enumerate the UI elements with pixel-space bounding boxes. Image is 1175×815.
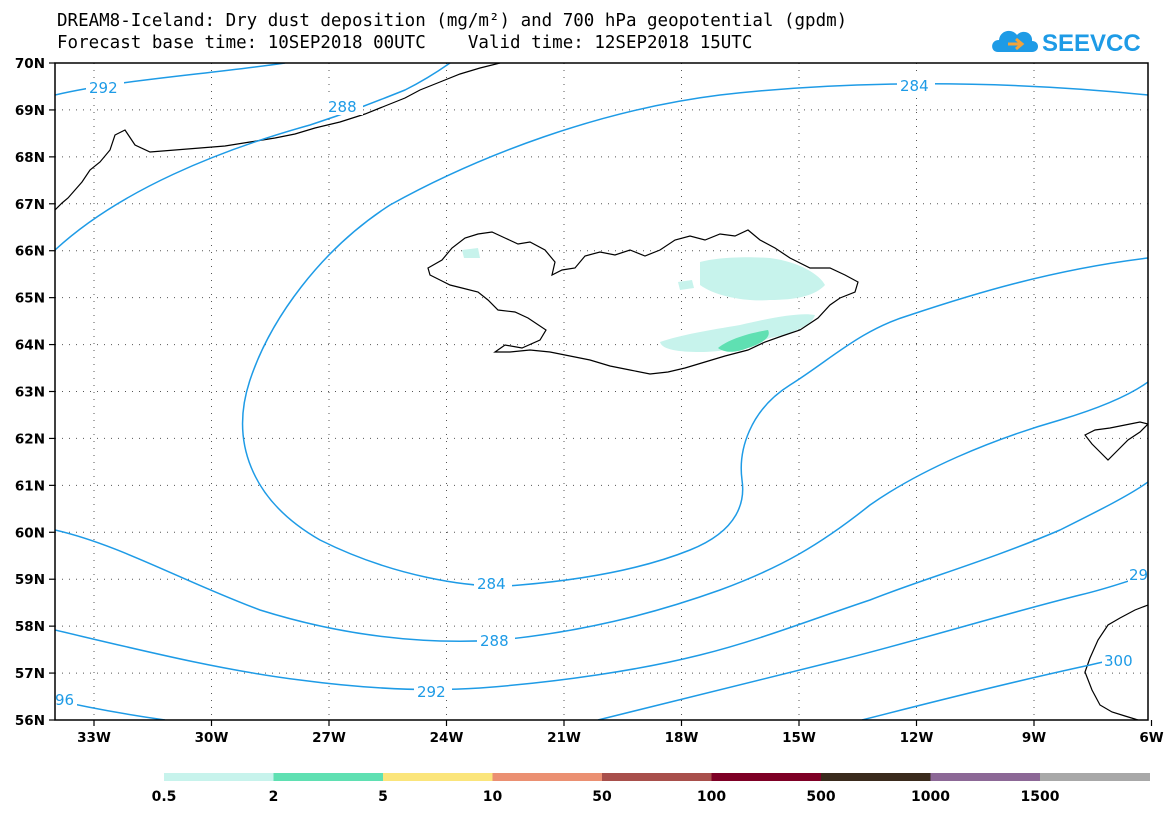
- faroe-coastline: [1084, 421, 1148, 461]
- lat-label: 70N: [15, 56, 45, 72]
- contour-label-288-south: 288: [480, 632, 509, 650]
- lon-label: 30W: [195, 730, 229, 746]
- colorbar-swatch: [383, 773, 493, 781]
- colorbar-label: 50: [592, 789, 612, 805]
- contour-label-29-partial: 29: [1129, 566, 1148, 584]
- lon-label: 33W: [77, 730, 111, 746]
- colorbar-swatch: [273, 773, 384, 781]
- dust-deposition-shading: [462, 248, 825, 352]
- lat-label: 67N: [15, 197, 45, 213]
- lon-label: 21W: [547, 730, 581, 746]
- lat-label: 64N: [15, 338, 45, 354]
- lat-label: 63N: [15, 385, 45, 401]
- lat-label: 65N: [15, 291, 45, 307]
- colorbar-swatch: [602, 773, 712, 781]
- colorbar-label: 5: [378, 789, 388, 805]
- colorbar-swatch: [930, 773, 1041, 781]
- seevccc-logo: SEEVCCC: [992, 30, 1140, 57]
- colorbar-swatch: [1040, 773, 1150, 781]
- lat-label: 61N: [15, 478, 45, 494]
- latitude-labels: 70N 69N 68N 67N 66N 65N 64N 63N 62N 61N 60N 59N 58N 5…: [15, 56, 45, 729]
- colorbar-label: 100: [697, 789, 726, 805]
- contour-296-southeast: [597, 574, 1148, 720]
- lon-label: 15W: [782, 730, 816, 746]
- contour-label-296-partial: 96: [55, 691, 74, 709]
- colorbar-swatch: [821, 773, 931, 781]
- contour-label-284-south: 284: [477, 575, 506, 593]
- lat-lon-grid: [55, 63, 1148, 720]
- lon-label: 9W: [1022, 730, 1046, 746]
- contour-label-292-north: 292: [89, 79, 118, 97]
- lon-label: 12W: [900, 730, 934, 746]
- lon-label: 18W: [665, 730, 699, 746]
- lat-label: 57N: [15, 666, 45, 682]
- lat-label: 68N: [15, 150, 45, 166]
- contour-labels: 292 288 284 284 288 292 96 29 300: [55, 76, 1148, 709]
- colorbar-label: 0.5: [152, 789, 177, 805]
- contour-label-288-north: 288: [328, 98, 357, 116]
- colorbar-swatch: [492, 773, 603, 781]
- contour-label-292-south: 292: [417, 683, 446, 701]
- axis-ticks: [49, 62, 1153, 726]
- map-title: DREAM8-Iceland: Dry dust deposition (mg/…: [57, 11, 848, 31]
- lat-label: 56N: [15, 713, 45, 729]
- lon-label: 27W: [312, 730, 346, 746]
- lon-label: 24W: [430, 730, 464, 746]
- lat-label: 58N: [15, 619, 45, 635]
- contour-284: [241, 83, 1148, 587]
- colorbar-label: 500: [806, 789, 835, 805]
- logo-text: SEEVCCC: [1042, 30, 1140, 57]
- cloud-icon: [992, 30, 1038, 52]
- colorbar-swatch: [164, 773, 274, 781]
- colorbar: [164, 773, 1150, 781]
- contour-292-north: [55, 63, 286, 96]
- contour-288-south: [55, 381, 1148, 642]
- lat-label: 69N: [15, 103, 45, 119]
- colorbar-swatch: [711, 773, 822, 781]
- iceland-coastline: [427, 229, 859, 375]
- colorbar-label: 1000: [911, 789, 950, 805]
- contour-292-south: [55, 481, 1148, 691]
- coastlines: [55, 63, 1148, 720]
- lat-label: 66N: [15, 244, 45, 260]
- lat-label: 60N: [15, 525, 45, 541]
- colorbar-label: 1500: [1021, 789, 1060, 805]
- greenland-coastline: [55, 63, 501, 211]
- lat-label: 59N: [15, 572, 45, 588]
- map-subtitle-times: Forecast base time: 10SEP2018 00UTC Vali…: [57, 33, 753, 53]
- colorbar-label: 10: [483, 789, 503, 805]
- colorbar-label: 2: [269, 789, 279, 805]
- longitude-labels: 33W 30W 27W 24W 21W 18W 15W 12W 9W 6W: [77, 730, 1164, 746]
- lon-label: 6W: [1139, 730, 1163, 746]
- contour-288-north: [55, 63, 451, 251]
- contour-label-300-partial: 300: [1104, 652, 1133, 670]
- lat-label: 62N: [15, 431, 45, 447]
- contour-label-284-east: 284: [900, 77, 929, 95]
- geopotential-contours: [55, 63, 1148, 720]
- colorbar-labels: 0.5 2 5 10 50 100 500 1000 1500: [152, 789, 1060, 805]
